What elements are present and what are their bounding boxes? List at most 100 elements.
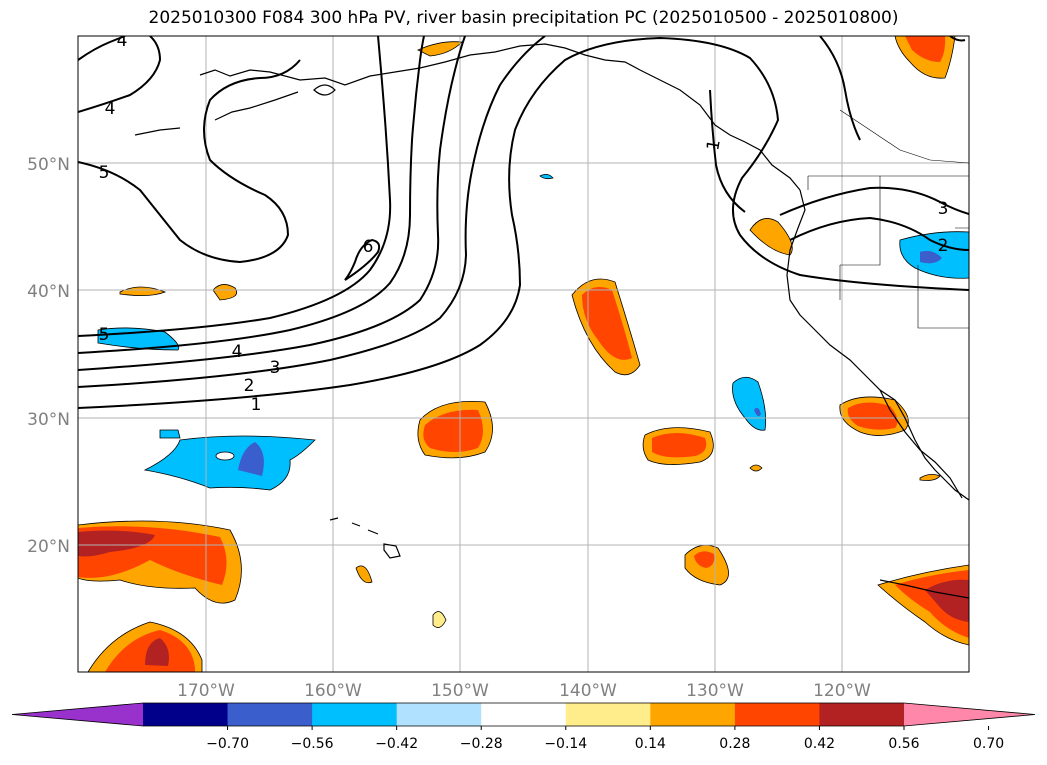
fill-neg-tiny [539,174,554,180]
fill-pos-coast-32n-core [847,402,898,430]
fill-pos-se-max [925,579,969,622]
pv-contours [78,36,969,409]
colorbar-tick-label: 0.56 [888,736,919,752]
lat-label: 50°N [27,155,70,175]
coast-alaska [199,43,801,191]
fill-pos-tiny-2 [355,565,373,584]
contour-1 [78,36,969,409]
fill-pos-sw-max [145,638,169,666]
contour-label: 4 [105,99,116,119]
contour-4 [78,36,425,354]
lon-label: 170°W [177,681,235,701]
borders [807,109,969,329]
colorbar-bin [481,703,567,726]
lon-label: 130°W [686,681,744,701]
lon-label: 160°W [304,681,362,701]
colorbar-extend-low [12,703,143,726]
contour-label: 1 [703,138,725,152]
contour-3 [78,36,466,371]
coast-hawaii [329,517,401,559]
fill-pos-tiny-4 [919,474,941,481]
colorbar-bin [227,703,313,726]
contour-labels: 1 2 3 4 5 4 5 4 6 1 3 2 [99,31,949,415]
colorbar-tick-label: 0.28 [719,736,750,752]
contour-4b [78,36,162,113]
fill-neg-hawaii-west-core [238,442,264,476]
lat-label: 40°N [27,282,70,302]
colorbar-extend-high [904,703,1035,726]
fill-neg-hawaii-west [143,435,316,491]
coastlines [134,43,969,599]
fill-pos-130w-s-core [694,551,715,568]
figure-title: 2025010300 F084 300 hPa PV, river basin … [148,8,899,28]
lon-labels: 170°W 160°W 150°W 140°W 130°W 120°W [177,681,871,701]
contour-5 [78,36,392,337]
lat-label: 20°N [27,537,70,557]
lat-label: 30°N [27,410,70,430]
colorbar-outline [11,702,1036,727]
colorbar-tick-label: 0.42 [804,736,835,752]
lon-label: 140°W [559,681,617,701]
fill-pos-west-low-max [78,530,155,557]
contour-label: 4 [117,31,128,51]
coast-aleutians [134,91,299,136]
colorbar-bin [143,703,229,726]
colorbar-tick-label: −0.70 [206,736,249,752]
contour-label: 3 [938,199,949,219]
fill-neg-127w-core [754,407,761,417]
colorbar-bin [819,703,905,726]
contour-label: 2 [938,236,949,256]
fill-neg-small [159,429,181,439]
colorbar-bin [312,703,398,726]
lon-label: 120°W [813,681,871,701]
lat-labels: 20°N 30°N 40°N 50°N [27,155,70,557]
contour-label: 2 [244,376,255,396]
colorbar-ticks: −0.70 −0.56 −0.42 −0.28 −0.14 0.14 0.28 0.42 0.5… [206,726,1004,752]
fill-pos-ne-core [905,36,946,62]
colorbar-bin [650,703,736,726]
contour-label: 5 [99,325,110,345]
contour-label: 1 [251,395,262,415]
colorbar-tick-label: 0.70 [973,736,1004,752]
coast-mexico [879,579,969,599]
fill-neg-east-42n-core [920,250,942,264]
fill-neg-hawaii-west-hole [215,451,235,461]
map-frame [77,35,970,673]
contour-4c [78,36,126,61]
precip-fills [78,36,969,672]
colorbar-tick-label: −0.56 [291,736,334,752]
fill-pos-tiny-1 [749,464,763,472]
contour-2 [78,36,546,388]
fill-pos-40n-b [212,284,238,301]
contour-east-1 [709,89,746,213]
colorbar-tick-label: −0.28 [460,736,503,752]
colorbar-tick-label: −0.42 [375,736,418,752]
colorbar-tick-label: −0.14 [544,736,587,752]
colorbar [11,702,1036,727]
colorbar-bin [734,703,820,726]
contour-east-3 [779,186,969,216]
coast-baja [879,389,963,499]
fill-pos-133w-core [652,433,707,458]
contour-top-right-2 [949,36,966,42]
contour-label: 4 [232,342,243,362]
contour-label: 5 [99,163,110,183]
contour-6 [344,238,381,281]
fill-pos-140w-core [582,286,632,360]
fill-pos-40n-a [119,286,167,296]
lon-label: 150°W [431,681,489,701]
colorbar-tick-label: 0.14 [635,736,666,752]
coast-west-us [786,189,969,501]
gridlines [78,36,969,672]
contour-label: 3 [270,358,281,378]
contour-top-right [819,36,861,141]
contour-label: 6 [363,237,374,257]
colorbar-bin [396,703,482,726]
fill-neg-127w [732,376,767,431]
coast-island [313,84,336,96]
contour-5b [78,59,301,264]
fill-pos-150w-core [423,409,483,452]
contour-east-2 [789,216,969,251]
colorbar-bin [565,703,651,726]
